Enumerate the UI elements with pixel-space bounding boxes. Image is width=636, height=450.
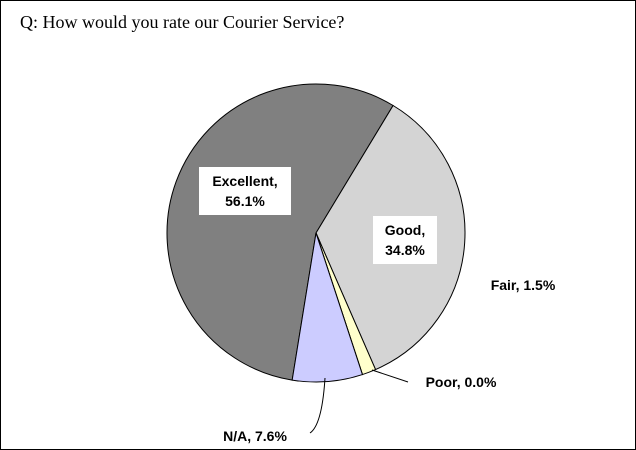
data-label: Poor, 0.0%	[425, 374, 497, 390]
slices	[166, 83, 466, 383]
leader-line	[309, 377, 326, 434]
pie-slice	[291, 232, 364, 383]
pie-slice	[166, 83, 394, 381]
data-label: Fair, 1.5%	[490, 277, 556, 293]
leader-line	[371, 369, 409, 383]
data-label: Excellent, 56.1%	[199, 167, 291, 215]
chart-title: Q: How would you rate our Courier Servic…	[20, 12, 344, 32]
data-label: Good, 34.8%	[373, 216, 437, 264]
data-label: N/A, 7.6%	[223, 428, 287, 444]
